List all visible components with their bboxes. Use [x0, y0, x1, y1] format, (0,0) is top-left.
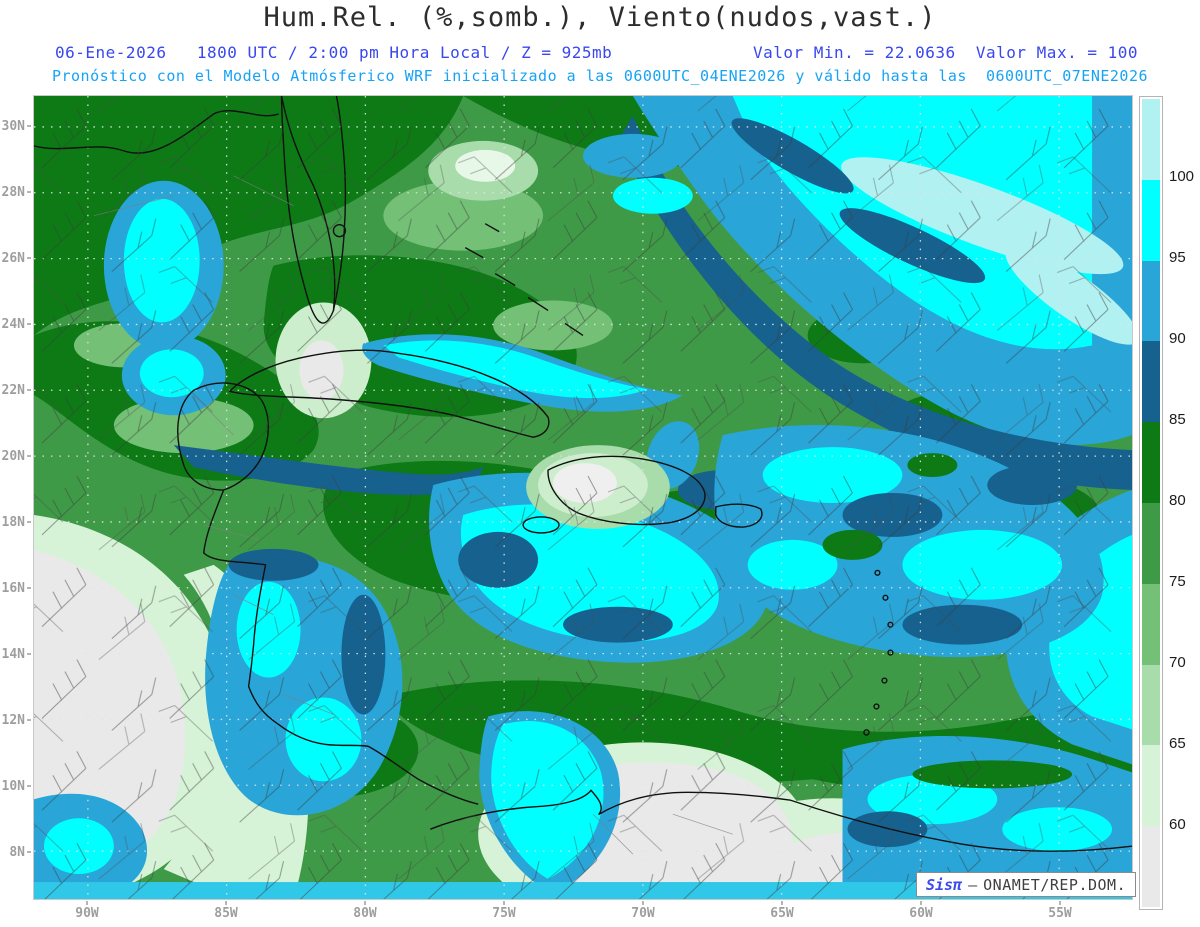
colorbar-segment [1142, 341, 1160, 423]
model-run-text: Pronóstico con el Modelo Atmósferico WRF… [51, 67, 1149, 85]
humidity-colorbar [1139, 96, 1163, 910]
lon-label: 60W [901, 901, 941, 921]
lon-tick [503, 901, 505, 905]
lon-tick [642, 901, 644, 905]
colorbar-segment [1142, 583, 1160, 665]
lon-tick [781, 901, 783, 905]
lat-tick [27, 851, 31, 853]
colorbar-tick-label: 80 [1169, 492, 1186, 509]
colorbar-segment [1142, 179, 1160, 261]
lat-label: 20N [0, 448, 31, 464]
lat-tick [27, 257, 31, 259]
lon-tick [1059, 901, 1061, 905]
branding-box: Sisπ – ONAMET/REP.DOM. [916, 872, 1137, 897]
colorbar-segment [1142, 422, 1160, 503]
page-title: Hum.Rel. (%,somb.), Viento(nudos,vast.) [263, 2, 937, 33]
lon-label: 85W [206, 901, 246, 921]
lat-tick [27, 323, 31, 325]
minmax-text: Valor Min. = 22.0636 Valor Max. = 100 [752, 43, 1138, 62]
colorbar-tick-label: 85 [1169, 411, 1186, 428]
lat-tick [27, 785, 31, 787]
lat-label: 30N [0, 118, 31, 134]
colorbar-segment [1142, 260, 1160, 342]
lon-label: 70W [623, 901, 663, 921]
lat-label: 26N [0, 250, 31, 266]
colorbar-tick-label: 100 [1169, 168, 1195, 185]
lon-tick [364, 901, 366, 905]
lon-label: 75W [484, 901, 524, 921]
colorbar-segment [1142, 745, 1160, 827]
colorbar-tick-label: 95 [1169, 249, 1186, 266]
lon-label: 65W [762, 901, 802, 921]
lat-label: 28N [0, 184, 31, 200]
lat-tick [27, 653, 31, 655]
colorbar-tick-label: 75 [1169, 573, 1186, 590]
colorbar-segment [1142, 826, 1160, 907]
lat-label: 24N [0, 316, 31, 332]
colorbar-tick-label: 60 [1169, 816, 1186, 833]
lon-tick [225, 901, 227, 905]
lat-label: 12N [0, 712, 31, 728]
lat-tick [27, 125, 31, 127]
colorbar-tick-label: 70 [1169, 654, 1186, 671]
lat-label: 14N [0, 646, 31, 662]
lat-tick [27, 191, 31, 193]
lon-label: 80W [345, 901, 385, 921]
lat-label: 22N [0, 382, 31, 398]
forecast-map [33, 95, 1133, 900]
lat-tick [27, 719, 31, 721]
sispi-logo: Sisπ [926, 875, 963, 894]
branding-separator: – [968, 875, 978, 894]
lat-label: 18N [0, 514, 31, 530]
lat-label: 8N [0, 844, 31, 860]
colorbar-segment [1142, 664, 1160, 746]
lat-tick [27, 587, 31, 589]
colorbar-tick-label: 65 [1169, 735, 1186, 752]
lon-tick [86, 901, 88, 905]
lon-label: 55W [1040, 901, 1080, 921]
colorbar-tick-label: 90 [1169, 330, 1186, 347]
lat-tick [27, 455, 31, 457]
lat-label: 10N [0, 778, 31, 794]
lat-tick [27, 521, 31, 523]
wind-barbs [34, 96, 1132, 899]
map-canvas [34, 96, 1132, 899]
colorbar-segment [1142, 502, 1160, 584]
lon-label: 90W [67, 901, 107, 921]
subtitle-row: 06-Ene-2026 1800 UTC / 2:00 pm Hora Loca… [55, 43, 1138, 62]
valid-datetime-text: 06-Ene-2026 1800 UTC / 2:00 pm Hora Loca… [55, 43, 613, 62]
branding-org: ONAMET/REP.DOM. [983, 875, 1127, 894]
lat-tick [27, 389, 31, 391]
lon-tick [920, 901, 922, 905]
colorbar-segment [1142, 99, 1160, 180]
lat-label: 16N [0, 580, 31, 596]
